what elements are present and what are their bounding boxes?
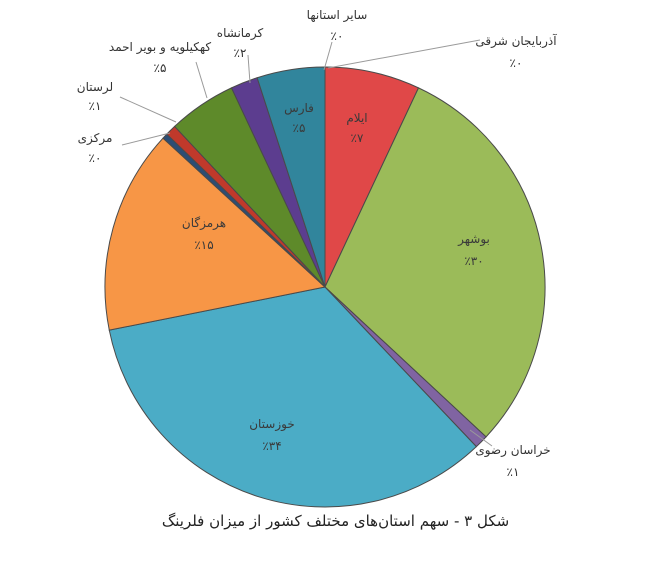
pie-slices bbox=[104, 66, 546, 508]
slice-name-label: بوشهر bbox=[457, 232, 490, 247]
slice-value-label: ٪۳۴ bbox=[262, 439, 281, 453]
leader-line bbox=[247, 54, 251, 84]
slice-name-label: لرستان bbox=[77, 80, 113, 95]
leader-line bbox=[195, 61, 208, 99]
slice-name-label: مرکزی bbox=[78, 131, 113, 146]
pie-slice bbox=[104, 137, 327, 331]
slice-name-label: خراسان رضوی bbox=[475, 443, 550, 458]
leader-line bbox=[469, 429, 493, 447]
slice-value-label: ٪۵ bbox=[293, 121, 306, 135]
slice-name-label: کرمانشاه bbox=[217, 26, 264, 41]
leader-line bbox=[121, 132, 171, 146]
slice-value-label: ٪۰ bbox=[331, 29, 344, 43]
slice-value-label: ٪۳۰ bbox=[464, 254, 483, 268]
leader-lines bbox=[119, 39, 493, 447]
slice-value-label: ٪۷ bbox=[351, 131, 364, 145]
figure-caption: شکل ۳ - سهم استان‌های مختلف کشور از میزا… bbox=[161, 512, 510, 530]
slice-labels: ایلام ٪۷ بوشهر ٪۳۰ خراسان رضوی ٪۱ خوزستان ٪۳۴ هر… bbox=[77, 8, 557, 479]
slice-value-label: ٪۱۵ bbox=[194, 238, 213, 252]
pie-slice bbox=[108, 286, 478, 508]
slice-name-label: هرمزگان bbox=[182, 216, 226, 231]
slice-value-label: ٪۲ bbox=[234, 46, 247, 60]
leader-line bbox=[327, 39, 481, 69]
pie-slice bbox=[324, 87, 546, 438]
slice-name-label: خوزستان bbox=[249, 417, 295, 432]
slice-name-label: کهکیلویه و بویر احمد bbox=[109, 40, 211, 55]
slice-name-label: سایر استانها bbox=[307, 8, 368, 23]
leader-line bbox=[119, 96, 177, 123]
slice-value-label: ٪۱ bbox=[89, 99, 102, 113]
slice-value-label: ٪۱ bbox=[507, 465, 520, 479]
leader-line bbox=[323, 41, 333, 71]
slice-value-label: ٪۵ bbox=[154, 61, 167, 75]
slice-value-label: ٪۰ bbox=[89, 151, 102, 165]
slice-name-label: ایلام bbox=[346, 111, 367, 125]
slice-name-label: آذربایجان شرقی bbox=[475, 33, 557, 49]
slice-value-label: ٪۰ bbox=[510, 56, 523, 70]
slice-name-label: فارس bbox=[284, 101, 314, 116]
